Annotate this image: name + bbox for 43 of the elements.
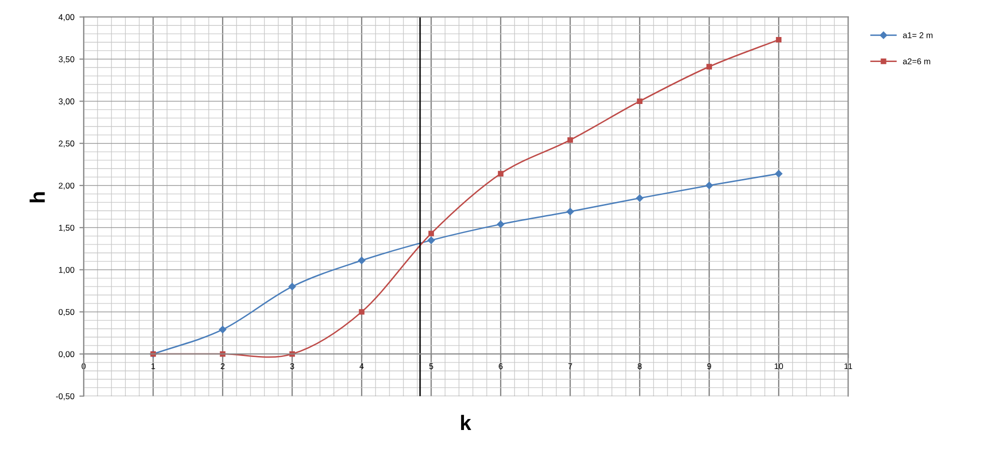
y-tick-label: -0,50: [56, 393, 74, 400]
point: [776, 36, 782, 43]
y-tick-label: 2,00: [58, 182, 74, 190]
x-tick-label: 3: [290, 363, 294, 370]
x-tick-label: 8: [638, 363, 642, 370]
point: [497, 220, 504, 228]
x-tick-label: 11: [844, 363, 852, 370]
point: [636, 194, 644, 202]
x-tick-label: 7: [568, 363, 572, 370]
x-tick-label: 5: [429, 363, 434, 370]
y-tick-label: 3,00: [58, 98, 74, 106]
x-tick-label: 2: [220, 363, 225, 370]
point: [358, 256, 366, 264]
x-axis-title: k: [461, 414, 472, 430]
x-tick-label: 1: [151, 363, 156, 370]
point: [498, 170, 504, 176]
point: [636, 98, 642, 104]
point: [428, 230, 434, 236]
y-tick-label: 0,00: [58, 351, 74, 358]
point: [566, 208, 574, 216]
point: [706, 182, 713, 190]
y-tick-label: 4,00: [58, 14, 74, 22]
y-tick-label: 3,50: [58, 56, 74, 64]
x-tick-label: 9: [707, 363, 712, 370]
point: [706, 64, 712, 70]
point: [775, 170, 782, 178]
point: [219, 326, 226, 334]
y-tick-label: 1,50: [59, 224, 74, 232]
point: [220, 351, 226, 357]
point: [428, 236, 435, 244]
legend-label: a2=6 m: [903, 58, 930, 64]
legend-label: a1= 2 m: [903, 32, 932, 38]
x-tick-label: 6: [498, 363, 503, 370]
y-tick-label: 1,00: [59, 266, 74, 274]
point: [289, 351, 295, 357]
y-tick-label: 2,50: [58, 140, 74, 148]
point: [567, 137, 573, 143]
point: [288, 282, 296, 290]
x-tick-label: 4: [360, 363, 364, 370]
y-tick-label: 0,50: [58, 309, 74, 316]
point: [358, 309, 364, 315]
x-tick-label: 10: [774, 363, 784, 370]
y-axis-title: h: [30, 192, 45, 202]
